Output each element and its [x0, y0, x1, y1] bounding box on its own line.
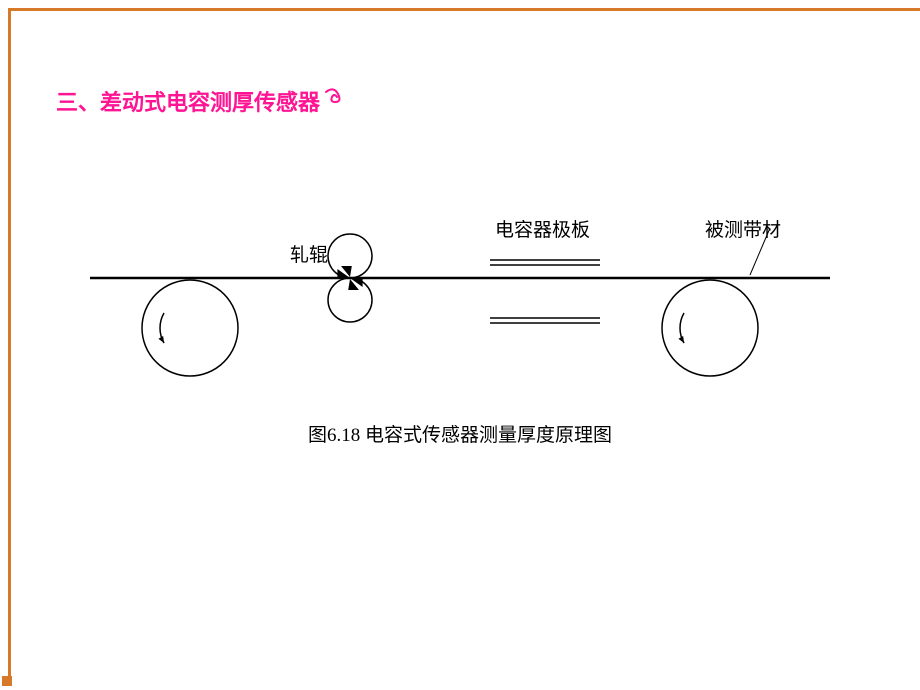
figure-caption: 图6.18 电容式传感器测量厚度原理图	[0, 420, 920, 447]
flourish-path	[326, 89, 339, 102]
heading-flourish-icon	[322, 84, 350, 118]
diagram-svg	[70, 170, 850, 400]
slide-border-corner	[2, 676, 12, 686]
slide-border-top	[8, 8, 920, 11]
section-heading: 三、差动式电容测厚传感器	[56, 84, 350, 118]
slide-border-left	[8, 8, 11, 678]
slide-page: 三、差动式电容测厚传感器 轧辊 电容器极板 被测带材 图6.18 电容式传感器测…	[0, 0, 920, 690]
section-heading-text: 三、差动式电容测厚传感器	[56, 85, 320, 117]
